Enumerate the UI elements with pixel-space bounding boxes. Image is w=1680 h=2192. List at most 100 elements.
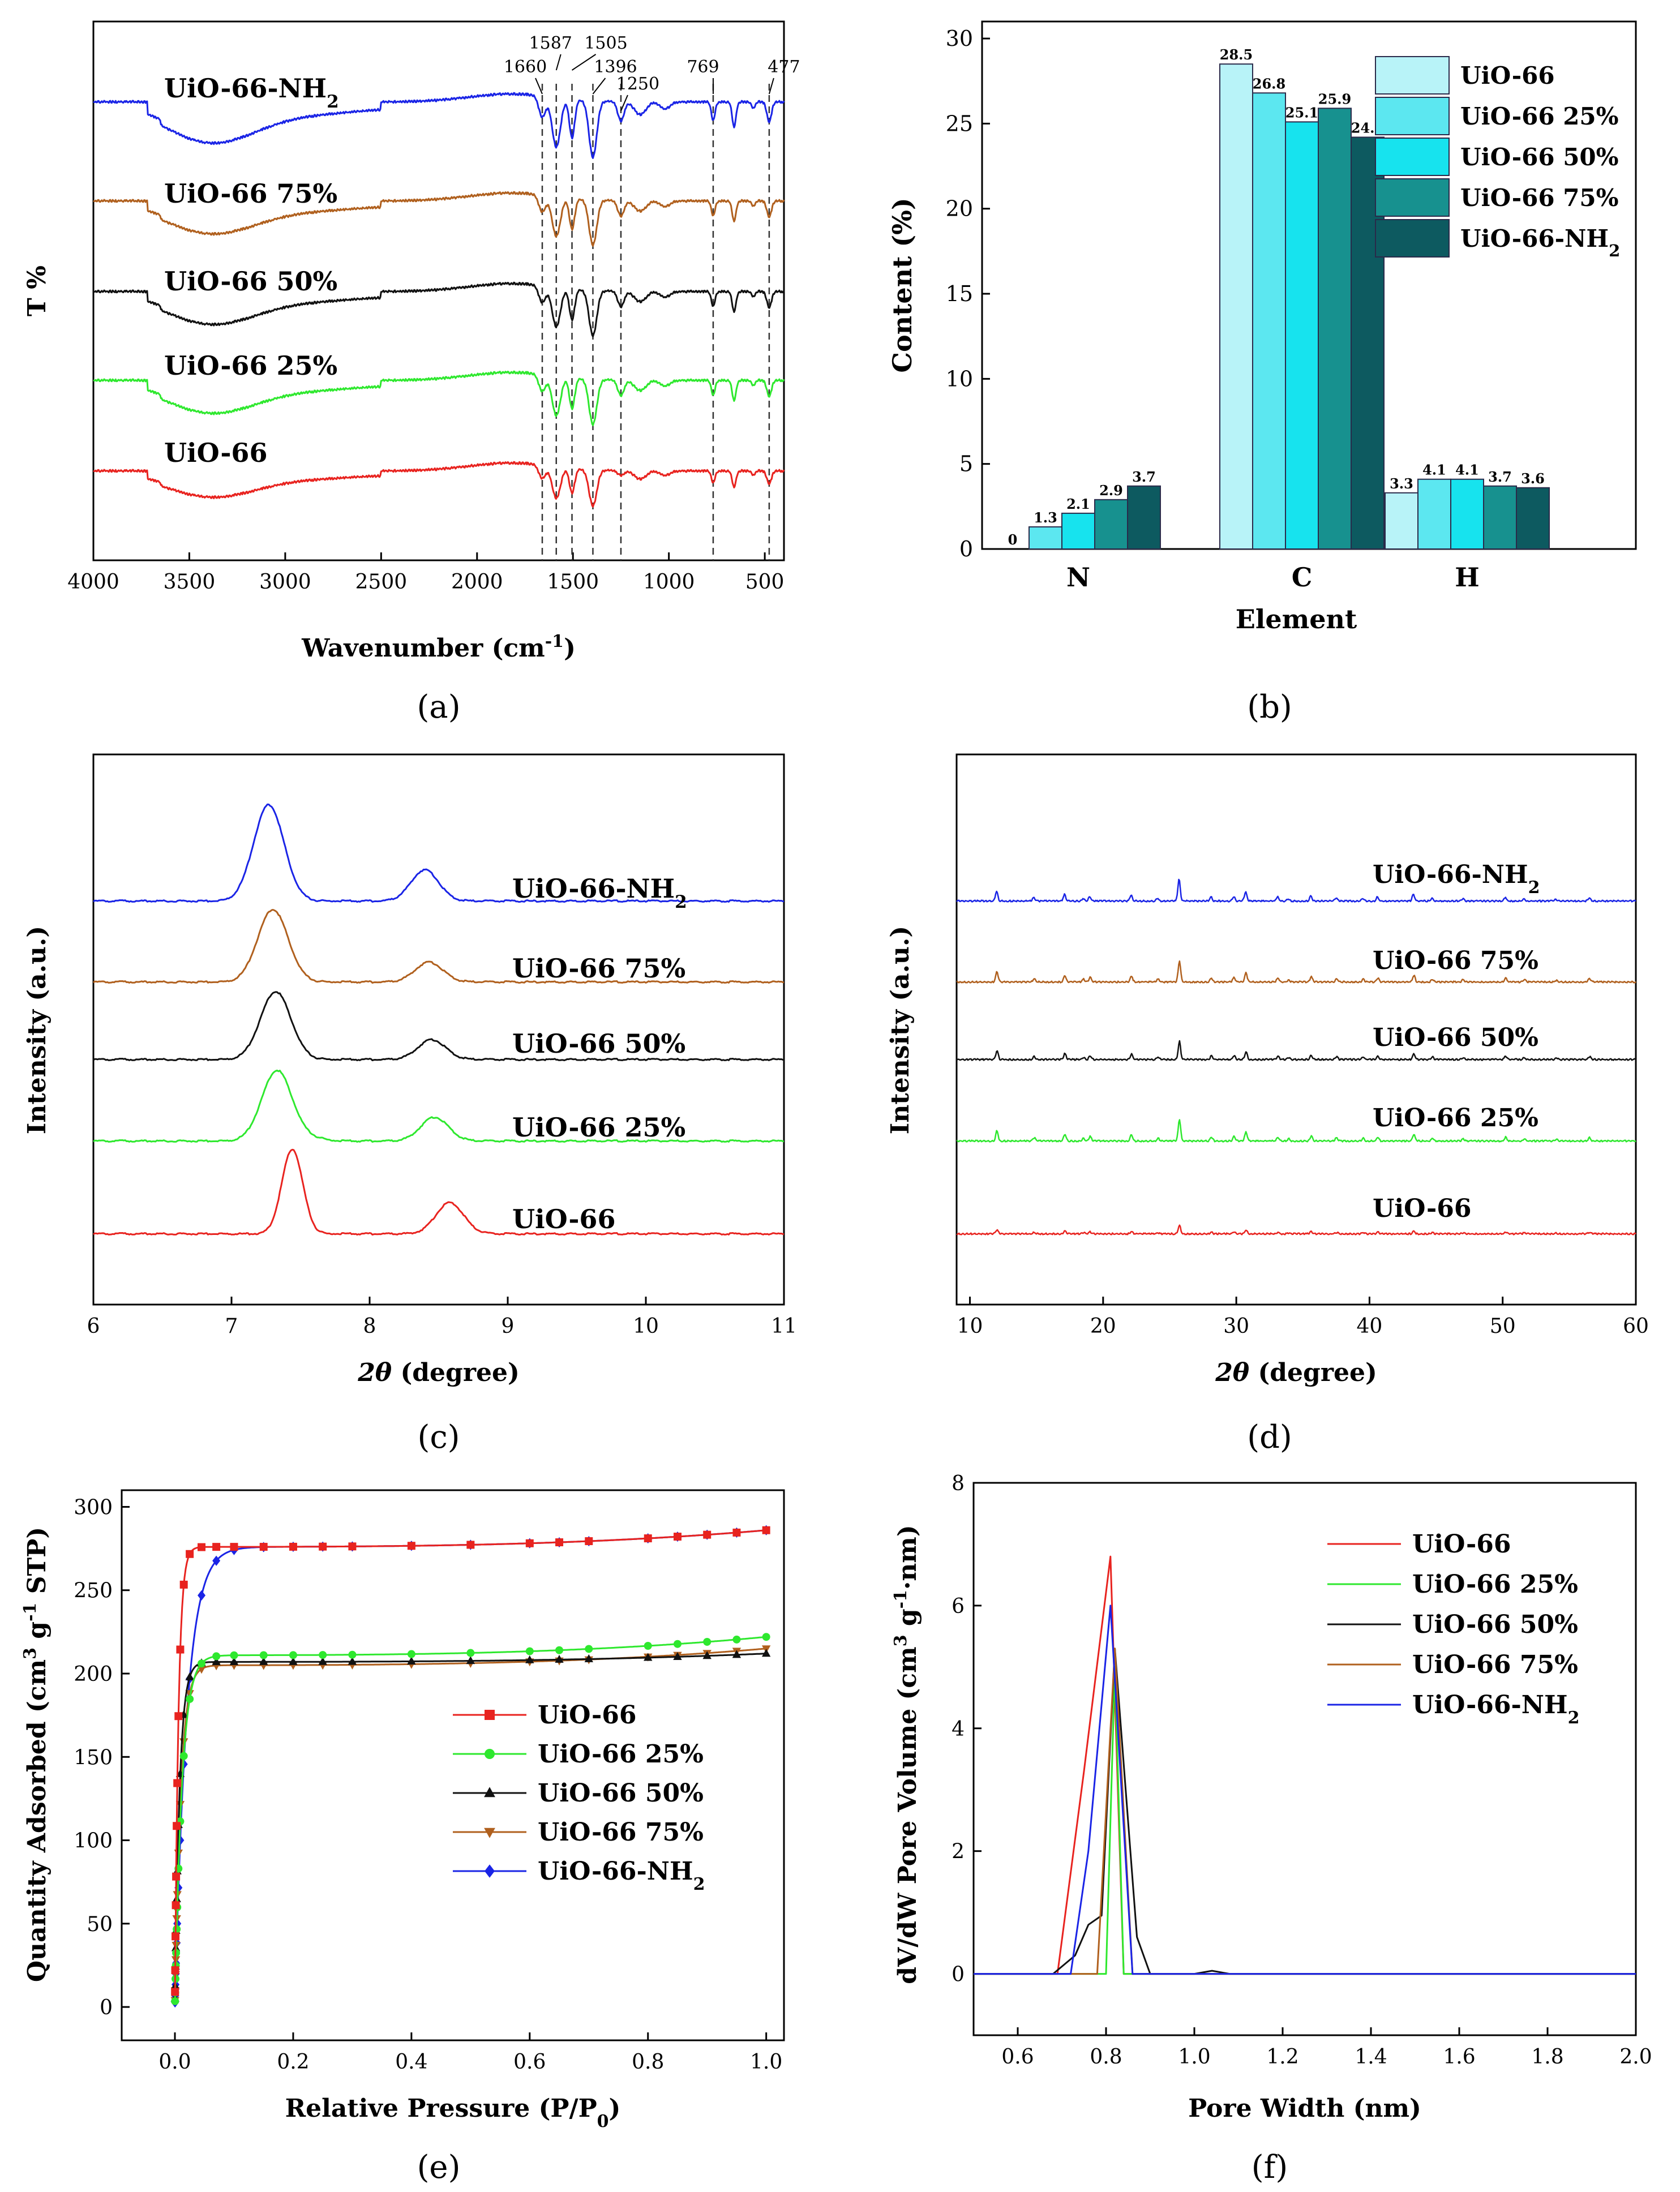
legend-label: UiO-66 75% <box>538 1818 704 1847</box>
pattern-line <box>956 960 1637 984</box>
y-tick-label: 25 <box>946 111 973 136</box>
chart-f: 0.6 0.8 1.0 1.2 1.4 1.6 1.8 2.0 0 2 4 6 8 dV/dW Pore … <box>891 1472 1652 2186</box>
chart-d: 10 20 30 40 50 60 Intensity (a.u.) 2θ (degree) (… <box>886 753 1649 1456</box>
series-label: UiO-66 50% <box>512 1028 685 1059</box>
y-tick-label: 4 <box>952 1718 965 1741</box>
x-axis-title: Element <box>1236 604 1357 634</box>
x-tick-label: 0.4 <box>395 2051 427 2074</box>
data-marker <box>673 1651 682 1660</box>
x-tick-label: 0.8 <box>1090 2045 1122 2069</box>
x-tick-label: 0.8 <box>632 2051 664 2074</box>
series-label: UiO-66-NH2 <box>164 73 339 112</box>
data-marker <box>673 1640 682 1648</box>
data-marker <box>212 1555 221 1566</box>
x-tick-label: 11 <box>771 1315 797 1338</box>
x-tick-label: 2.0 <box>1619 2045 1652 2069</box>
x-tick-label: 30 <box>1223 1315 1249 1338</box>
data-marker <box>584 1654 593 1662</box>
data-marker <box>186 1550 194 1558</box>
peak-annotation: 1250 <box>616 74 659 94</box>
data-marker <box>702 1651 712 1659</box>
data-marker <box>319 1542 327 1551</box>
data-marker <box>185 1690 194 1698</box>
bar <box>1028 526 1062 550</box>
pattern-line <box>956 1040 1636 1061</box>
data-marker <box>348 1650 357 1659</box>
data-marker <box>762 1633 770 1641</box>
series-label: UiO-66 75% <box>164 178 337 209</box>
data-marker <box>212 1543 221 1551</box>
peak-annotation: 477 <box>768 57 800 77</box>
y-tick-label: 20 <box>946 196 973 221</box>
data-marker <box>555 1654 564 1663</box>
x-tick-label: 10 <box>957 1315 983 1338</box>
data-marker <box>230 1651 238 1659</box>
y-axis-title: T % <box>23 265 52 316</box>
x-tick-label: 8 <box>363 1315 376 1338</box>
data-marker <box>673 1533 682 1541</box>
data-marker <box>466 1541 475 1549</box>
panel-label: (b) <box>1247 689 1292 726</box>
data-marker <box>172 1872 181 1881</box>
data-marker <box>319 1651 327 1659</box>
y-tick-label: 300 <box>74 1496 113 1519</box>
bar <box>1450 478 1484 550</box>
legend-label: UiO-66-NH2 <box>1460 225 1620 260</box>
bar-value-label: 3.7 <box>1132 469 1156 485</box>
x-tick-label: 0.6 <box>513 2051 546 2074</box>
x-tick-label: 2500 <box>355 570 408 594</box>
data-marker <box>230 1543 238 1551</box>
bar-value-label: 3.6 <box>1521 470 1545 487</box>
legend-label: UiO-66 25% <box>538 1740 704 1769</box>
bar <box>1219 63 1253 550</box>
data-marker <box>525 1655 534 1663</box>
data-marker <box>348 1657 357 1665</box>
category-label: H <box>1455 562 1479 593</box>
bar <box>1483 485 1517 550</box>
data-marker <box>484 1787 495 1798</box>
legend-label: UiO-66 25% <box>1460 102 1619 130</box>
legend-label: UiO-66 75% <box>1460 184 1619 212</box>
bar-value-label: 28.5 <box>1220 46 1253 63</box>
y-tick-label: 150 <box>74 1746 113 1769</box>
x-axis-title: Relative Pressure (P/P0) <box>285 2094 621 2131</box>
data-marker <box>762 1526 770 1534</box>
data-marker <box>703 1530 712 1539</box>
data-marker <box>407 1542 415 1550</box>
legend-swatch <box>1375 97 1450 135</box>
x-tick-label: 1.8 <box>1531 2045 1563 2069</box>
data-marker <box>732 1635 741 1644</box>
x-tick-label: 0.0 <box>158 2051 191 2074</box>
series-label: UiO-66 25% <box>164 350 337 381</box>
bar-value-label: 4.1 <box>1422 462 1446 478</box>
chart-b: 0 5 10 15 20 25 30 Content (%) Element (b) N 0 1.3 2.… <box>887 20 1637 726</box>
legend-swatch <box>1375 138 1450 176</box>
data-marker <box>555 1646 564 1654</box>
plot-frame <box>92 753 785 1306</box>
legend-label: UiO-66 75% <box>1412 1650 1578 1679</box>
series-label: UiO-66 <box>1373 1194 1472 1223</box>
series-label: UiO-66 75% <box>512 953 685 984</box>
x-tick-label: 7 <box>225 1315 238 1338</box>
bar-value-label: 4.1 <box>1455 462 1479 478</box>
x-axis-title: Pore Width (nm) <box>1188 2094 1421 2123</box>
series-label: UiO-66 75% <box>1373 946 1538 975</box>
data-marker <box>732 1650 742 1658</box>
y-tick-label: 0 <box>952 1963 965 1987</box>
legend-label: UiO-66 <box>538 1701 637 1730</box>
data-marker <box>407 1657 416 1665</box>
data-marker <box>171 1966 179 1975</box>
y-tick-label: 100 <box>74 1830 113 1853</box>
y-tick-label: 8 <box>952 1472 965 1495</box>
annotation-arrow <box>571 54 597 71</box>
bar-value-label: 0 <box>1008 531 1018 548</box>
data-marker <box>179 1580 188 1589</box>
legend: UiO-66 UiO-66 25% UiO-66 50% UiO-66 75% UiO-… <box>1375 56 1620 260</box>
series-label: UiO-66 50% <box>164 266 337 297</box>
data-marker <box>259 1543 268 1551</box>
data-marker <box>289 1657 298 1665</box>
data-marker <box>179 1752 188 1760</box>
data-marker <box>172 1901 180 1910</box>
data-marker <box>525 1647 534 1655</box>
y-tick-label: 2 <box>952 1841 965 1864</box>
